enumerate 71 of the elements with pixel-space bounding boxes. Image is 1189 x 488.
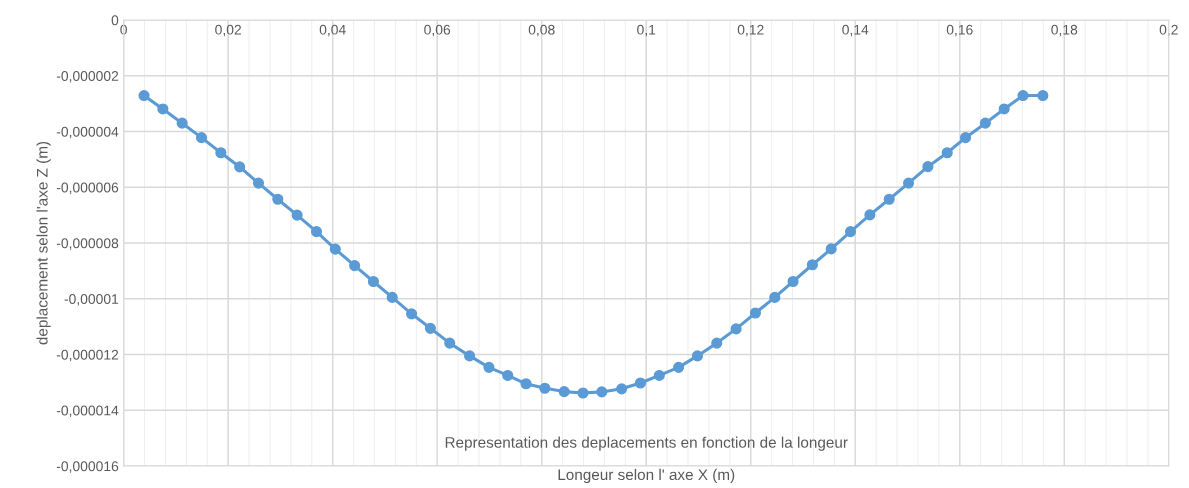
point	[234, 161, 246, 173]
point	[844, 226, 857, 238]
y-tick-label: 0	[111, 15, 119, 26]
point	[825, 243, 837, 255]
point	[215, 147, 227, 159]
point	[979, 117, 991, 129]
x-tick-label: 0,16	[946, 24, 973, 37]
point	[941, 147, 953, 159]
point	[616, 383, 628, 395]
point	[787, 275, 799, 288]
x-tick-label: 0	[120, 24, 127, 35]
point	[483, 361, 495, 373]
y-tick-label: -0,000002	[56, 71, 119, 83]
x-axis-title: Longeur selon l' axe X (m)	[558, 468, 735, 484]
x-tick-label: 0,08	[528, 24, 555, 37]
point	[367, 275, 379, 288]
point	[596, 386, 608, 398]
point	[195, 132, 208, 144]
point	[406, 308, 418, 320]
point	[1017, 89, 1029, 102]
point	[424, 322, 436, 334]
x-tick-label: 0,14	[842, 24, 869, 37]
point	[272, 193, 284, 205]
point	[673, 361, 685, 373]
y-tick-label: -0,000008	[56, 238, 119, 250]
point	[386, 291, 398, 303]
x-tick-label: 0,2	[1159, 24, 1178, 37]
point	[444, 337, 456, 349]
point	[691, 350, 703, 362]
point	[464, 350, 476, 362]
point	[730, 323, 742, 335]
point	[902, 177, 915, 189]
point	[558, 386, 570, 398]
point	[577, 387, 589, 399]
point	[176, 117, 188, 129]
point	[959, 132, 972, 144]
point	[922, 161, 934, 173]
point	[502, 369, 514, 381]
x-tick-label: 0,18	[1051, 24, 1078, 37]
point	[998, 103, 1010, 115]
point	[769, 291, 781, 303]
point	[806, 259, 818, 271]
y-tick-label: -0,000012	[56, 349, 119, 362]
x-tick-label: 0,04	[319, 24, 346, 37]
y-tick-label: -0,000016	[56, 461, 119, 473]
point	[252, 177, 265, 189]
point	[157, 103, 169, 115]
y-tick-label: -0,000004	[56, 126, 119, 139]
x-tick-label: 0,02	[215, 24, 241, 37]
point	[653, 369, 665, 381]
y-tick-label: -0,00001	[64, 294, 119, 306]
y-tick-label: -0,000014	[56, 405, 119, 418]
y-tick-label: -0,000006	[56, 182, 119, 195]
x-tick-label: 0,06	[424, 24, 451, 37]
point	[539, 382, 551, 394]
point	[864, 209, 876, 221]
point	[310, 226, 323, 238]
point	[291, 209, 303, 221]
x-tick-label: 0,12	[737, 24, 764, 37]
point	[634, 377, 647, 389]
point	[138, 89, 150, 102]
point	[349, 260, 361, 272]
point	[520, 378, 532, 390]
point	[1037, 89, 1049, 102]
point	[883, 193, 895, 205]
point	[329, 243, 341, 255]
text: Representation des deplacements en fonction de la longeur	[445, 436, 848, 451]
point	[711, 337, 723, 349]
y-axis-title: deplacement selon l'axe Z (m)	[36, 141, 51, 345]
x-tick-label: 0,1	[637, 24, 656, 37]
point	[749, 307, 761, 319]
